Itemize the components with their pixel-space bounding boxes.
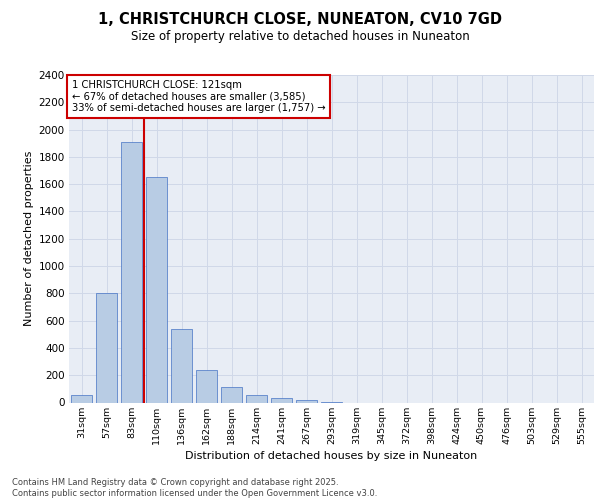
Text: 1 CHRISTCHURCH CLOSE: 121sqm
← 67% of detached houses are smaller (3,585)
33% of: 1 CHRISTCHURCH CLOSE: 121sqm ← 67% of de… bbox=[71, 80, 325, 113]
Bar bbox=[146, 178, 167, 402]
Bar bbox=[171, 329, 192, 402]
Bar bbox=[71, 395, 92, 402]
Bar bbox=[196, 370, 217, 402]
Text: Size of property relative to detached houses in Nuneaton: Size of property relative to detached ho… bbox=[131, 30, 469, 43]
X-axis label: Distribution of detached houses by size in Nuneaton: Distribution of detached houses by size … bbox=[185, 450, 478, 460]
Text: 1, CHRISTCHURCH CLOSE, NUNEATON, CV10 7GD: 1, CHRISTCHURCH CLOSE, NUNEATON, CV10 7G… bbox=[98, 12, 502, 28]
Bar bbox=[296, 400, 317, 402]
Bar bbox=[221, 388, 242, 402]
Bar bbox=[121, 142, 142, 403]
Y-axis label: Number of detached properties: Number of detached properties bbox=[25, 151, 34, 326]
Bar bbox=[246, 395, 267, 402]
Bar bbox=[96, 292, 117, 403]
Text: Contains HM Land Registry data © Crown copyright and database right 2025.
Contai: Contains HM Land Registry data © Crown c… bbox=[12, 478, 377, 498]
Bar bbox=[271, 398, 292, 402]
